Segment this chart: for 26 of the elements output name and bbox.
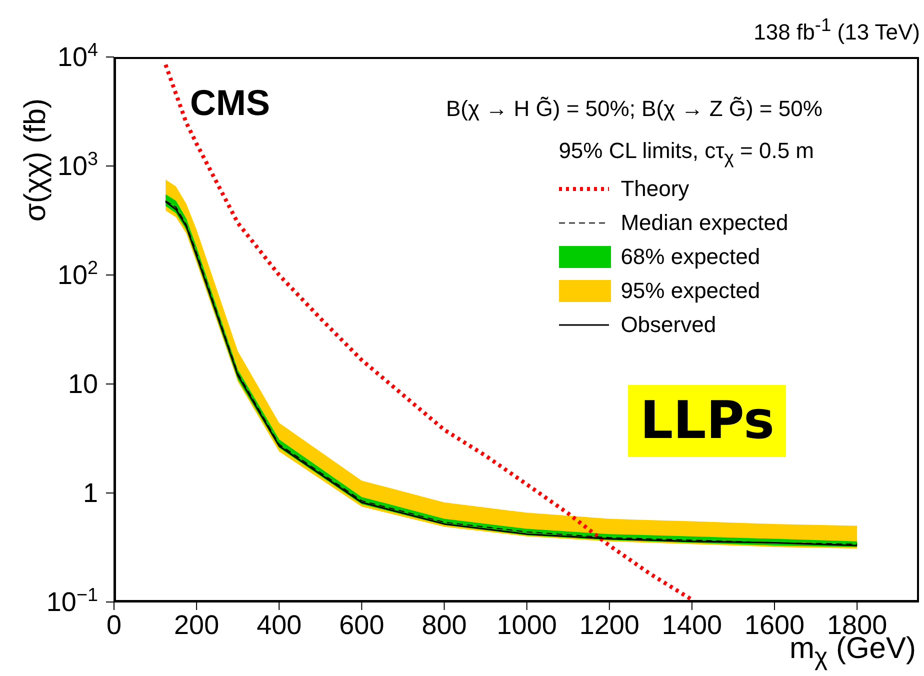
y-tick-label: 10$^{4}$ xyxy=(57,40,98,72)
legend-label: Observed xyxy=(620,312,716,338)
x-tick-label: 1400 xyxy=(662,610,722,640)
legend-label: Theory xyxy=(620,176,690,202)
annotation: B(χ → H G̃) = 50%; B(χ → Z G̃) = 50% xyxy=(446,96,822,122)
annotation: LLPs xyxy=(628,385,786,457)
x-tick-label: 0 xyxy=(106,610,122,640)
legend-label: 68% expected xyxy=(620,244,760,270)
y-tick-label: 10$^{2}$ xyxy=(57,258,98,290)
legend-label: Median expected xyxy=(620,210,788,236)
x-tick-label: 400 xyxy=(256,610,302,640)
legend-label: 95% expected xyxy=(620,278,760,304)
x-tick-label: 600 xyxy=(339,610,384,640)
text: 138 fb$^{-1}$ (13 TeV) xyxy=(754,14,920,46)
x-tick-label: 200 xyxy=(174,610,220,640)
y-tick-label: 1 xyxy=(82,478,98,508)
y-tick-label: 10$^{3}$ xyxy=(57,148,98,181)
annotation: CMS xyxy=(190,82,270,124)
x-tick-label: 800 xyxy=(422,610,467,640)
x-tick-label: 1200 xyxy=(579,610,640,640)
x-tick-label: 1600 xyxy=(744,610,805,640)
x-tick-label: 1000 xyxy=(496,610,557,640)
y-axis-title: σ(χχ) (fb) xyxy=(19,98,53,222)
legend-title: 95% CL limits, cτ$_{χ}$ = 0.5 m xyxy=(558,138,814,168)
y-tick-label: 10 xyxy=(68,369,98,399)
y-tick-label: 10$^{−1}$ xyxy=(46,584,98,617)
